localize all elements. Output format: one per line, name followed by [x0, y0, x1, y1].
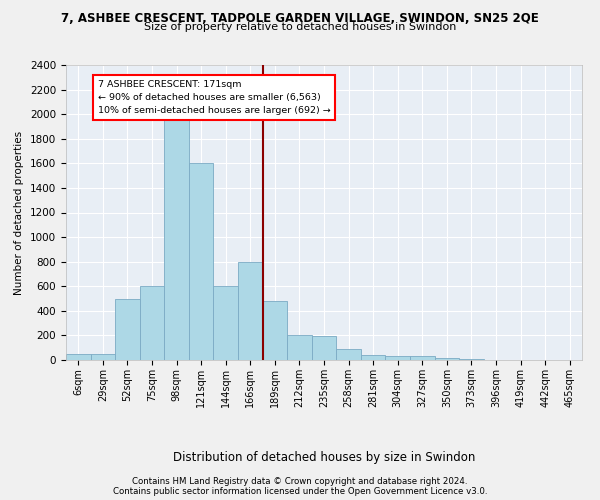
Bar [189, 164, 214, 360]
Text: Distribution of detached houses by size in Swindon: Distribution of detached houses by size … [173, 451, 475, 464]
Bar [287, 336, 312, 360]
Text: Contains public sector information licensed under the Open Government Licence v3: Contains public sector information licen… [113, 486, 487, 496]
Bar [238, 262, 263, 360]
Bar [140, 286, 164, 360]
Bar [115, 298, 140, 360]
Bar [263, 301, 287, 360]
Y-axis label: Number of detached properties: Number of detached properties [14, 130, 25, 294]
Bar [336, 349, 361, 360]
Text: Size of property relative to detached houses in Swindon: Size of property relative to detached ho… [144, 22, 456, 32]
Bar [214, 286, 238, 360]
Bar [459, 359, 484, 360]
Bar [91, 354, 115, 360]
Text: 7 ASHBEE CRESCENT: 171sqm
← 90% of detached houses are smaller (6,563)
10% of se: 7 ASHBEE CRESCENT: 171sqm ← 90% of detac… [98, 80, 331, 115]
Bar [66, 354, 91, 360]
Text: 7, ASHBEE CRESCENT, TADPOLE GARDEN VILLAGE, SWINDON, SN25 2QE: 7, ASHBEE CRESCENT, TADPOLE GARDEN VILLA… [61, 12, 539, 26]
Bar [410, 356, 434, 360]
Text: Contains HM Land Registry data © Crown copyright and database right 2024.: Contains HM Land Registry data © Crown c… [132, 476, 468, 486]
Bar [434, 358, 459, 360]
Bar [312, 336, 336, 360]
Bar [361, 355, 385, 360]
Bar [385, 356, 410, 360]
Bar [164, 120, 189, 360]
